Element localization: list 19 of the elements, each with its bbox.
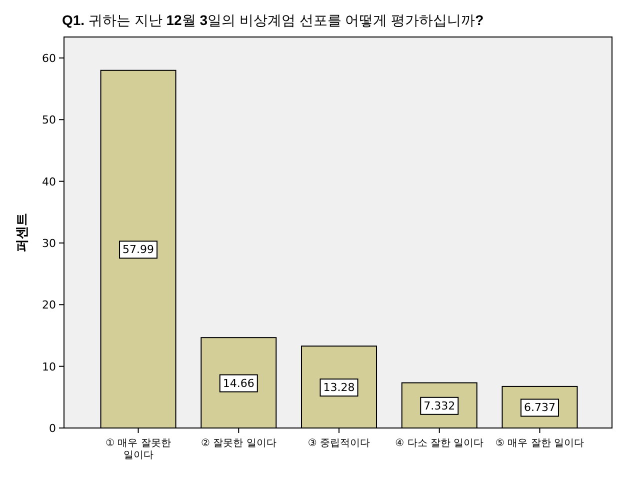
chart-title: Q1. 귀하는 지난 12월 3일의 비상계엄 선포를 어떻게 평가하십니까? [62,12,484,28]
y-axis-title: 퍼센트 [15,213,30,252]
x-tick-label: ⑤ 매우 잘한 일이다 [495,438,584,449]
y-tick-label: 40 [42,175,56,188]
y-tick-label: 0 [49,422,56,435]
x-tick-label: ② 잘못한 일이다 [200,438,276,449]
y-tick-label: 60 [42,52,56,65]
x-tick-label: ③ 중립적이다 [308,438,370,449]
y-tick-label: 10 [42,360,56,374]
data-label: 6.737 [524,401,556,414]
x-tick-label: ④ 다소 잘한 일이다 [395,438,484,449]
x-tick-label: ① 매우 잘못한 일이다 [106,438,171,461]
data-label: 13.28 [323,381,355,394]
y-tick-label: 50 [42,114,56,127]
data-label: 14.66 [222,376,254,390]
data-label: 57.99 [122,243,154,256]
y-tick-label: 30 [42,236,56,250]
data-label: 7.332 [424,399,456,412]
y-tick-label: 20 [42,298,56,312]
